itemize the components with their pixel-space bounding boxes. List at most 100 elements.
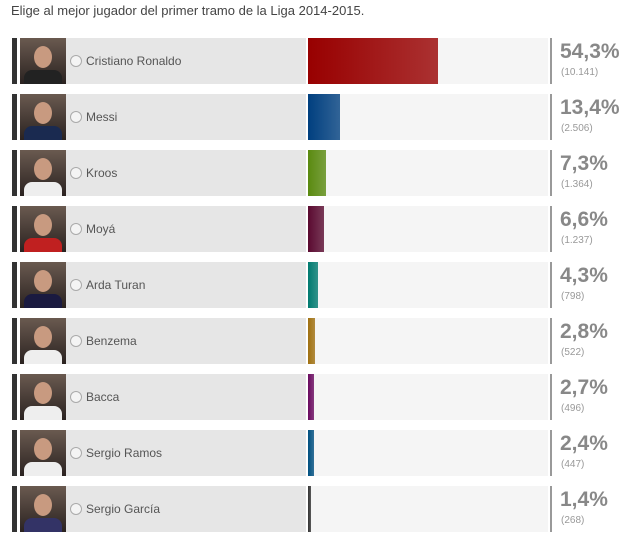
result-bar [308, 150, 326, 196]
divider [550, 262, 552, 308]
strip [12, 94, 17, 140]
option-label-area[interactable]: Sergio García [66, 486, 306, 532]
vote-count: (10.141) [561, 67, 599, 78]
vote-count: (268) [561, 515, 585, 526]
strip [12, 206, 17, 252]
option-label-area[interactable]: Kroos [66, 150, 306, 196]
poll-option[interactable]: Arda Turan 4,3% (798) [12, 262, 632, 308]
poll-option[interactable]: Kroos 7,3% (1.364) [12, 150, 632, 196]
player-photo [20, 486, 66, 532]
player-photo [20, 374, 66, 420]
player-photo [20, 262, 66, 308]
radio-button[interactable] [70, 223, 82, 235]
option-label-area[interactable]: Sergio Ramos [66, 430, 306, 476]
divider [550, 38, 552, 84]
poll-option[interactable]: Cristiano Ronaldo 54,3% (10.141) [12, 38, 632, 84]
vote-count: (496) [561, 403, 585, 414]
result-bar [308, 262, 319, 308]
poll-option[interactable]: Sergio García 1,4% (268) [12, 486, 632, 532]
option-label-area[interactable]: Messi [66, 94, 306, 140]
vote-count: (798) [561, 291, 585, 302]
divider [550, 94, 552, 140]
result-bar-track [308, 206, 548, 252]
player-photo [20, 206, 66, 252]
player-photo [20, 150, 66, 196]
poll-option[interactable]: Messi 13,4% (2.506) [12, 94, 632, 140]
result-bar-track [308, 374, 548, 420]
strip [12, 374, 17, 420]
vote-percent: 2,8% [560, 320, 608, 343]
result-bar [308, 430, 314, 476]
radio-button[interactable] [70, 335, 82, 347]
result-bar-track [308, 262, 548, 308]
radio-button[interactable] [70, 167, 82, 179]
player-name: Benzema [86, 334, 137, 348]
divider [550, 318, 552, 364]
vote-percent: 2,4% [560, 432, 608, 455]
player-photo [20, 94, 66, 140]
radio-button[interactable] [70, 55, 82, 67]
vote-percent: 2,7% [560, 376, 608, 399]
poll-option[interactable]: Sergio Ramos 2,4% (447) [12, 430, 632, 476]
player-name: Sergio García [86, 502, 161, 516]
result-bar-track [308, 38, 548, 84]
result-bar-track [308, 486, 548, 532]
vote-percent: 54,3% [560, 40, 620, 63]
option-label-area[interactable]: Moyá [66, 206, 306, 252]
radio-button[interactable] [70, 503, 82, 515]
divider [550, 206, 552, 252]
radio-button[interactable] [70, 391, 82, 403]
option-label-area[interactable]: Cristiano Ronaldo [66, 38, 306, 84]
option-label-area[interactable]: Benzema [66, 318, 306, 364]
option-label-area[interactable]: Arda Turan [66, 262, 306, 308]
radio-button[interactable] [70, 279, 82, 291]
vote-count: (522) [561, 347, 585, 358]
vote-percent: 1,4% [560, 488, 608, 511]
vote-count: (1.364) [561, 179, 593, 190]
result-bar [308, 486, 312, 532]
divider [550, 150, 552, 196]
option-label-area[interactable]: Bacca [66, 374, 306, 420]
vote-percent: 4,3% [560, 264, 608, 287]
player-name: Messi [86, 110, 118, 124]
poll-option[interactable]: Benzema 2,8% (522) [12, 318, 632, 364]
poll-option[interactable]: Moyá 6,6% (1.237) [12, 206, 632, 252]
result-bar-track [308, 150, 548, 196]
player-photo [20, 318, 66, 364]
poll-option[interactable]: Bacca 2,7% (496) [12, 374, 632, 420]
player-name: Bacca [86, 390, 120, 404]
result-bar [308, 318, 315, 364]
vote-percent: 7,3% [560, 152, 608, 175]
strip [12, 430, 17, 476]
result-bar [308, 374, 315, 420]
result-bar [308, 206, 324, 252]
player-name: Sergio Ramos [86, 446, 163, 460]
player-name: Arda Turan [86, 278, 146, 292]
player-photo [20, 430, 66, 476]
result-bar-track [308, 94, 548, 140]
strip [12, 262, 17, 308]
player-name: Kroos [86, 166, 118, 180]
vote-percent: 6,6% [560, 208, 608, 231]
divider [550, 486, 552, 532]
radio-button[interactable] [70, 447, 82, 459]
divider [550, 430, 552, 476]
result-bar [308, 94, 341, 140]
result-bar [308, 38, 439, 84]
player-name: Cristiano Ronaldo [86, 54, 182, 68]
strip [12, 38, 17, 84]
strip [12, 150, 17, 196]
vote-count: (447) [561, 459, 585, 470]
vote-count: (1.237) [561, 235, 593, 246]
poll-question: Elige al mejor jugador del primer tramo … [11, 3, 365, 18]
player-name: Moyá [86, 222, 116, 236]
result-bar-track [308, 318, 548, 364]
strip [12, 486, 17, 532]
radio-button[interactable] [70, 111, 82, 123]
strip [12, 318, 17, 364]
vote-count: (2.506) [561, 123, 593, 134]
vote-percent: 13,4% [560, 96, 620, 119]
player-photo [20, 38, 66, 84]
divider [550, 374, 552, 420]
result-bar-track [308, 430, 548, 476]
